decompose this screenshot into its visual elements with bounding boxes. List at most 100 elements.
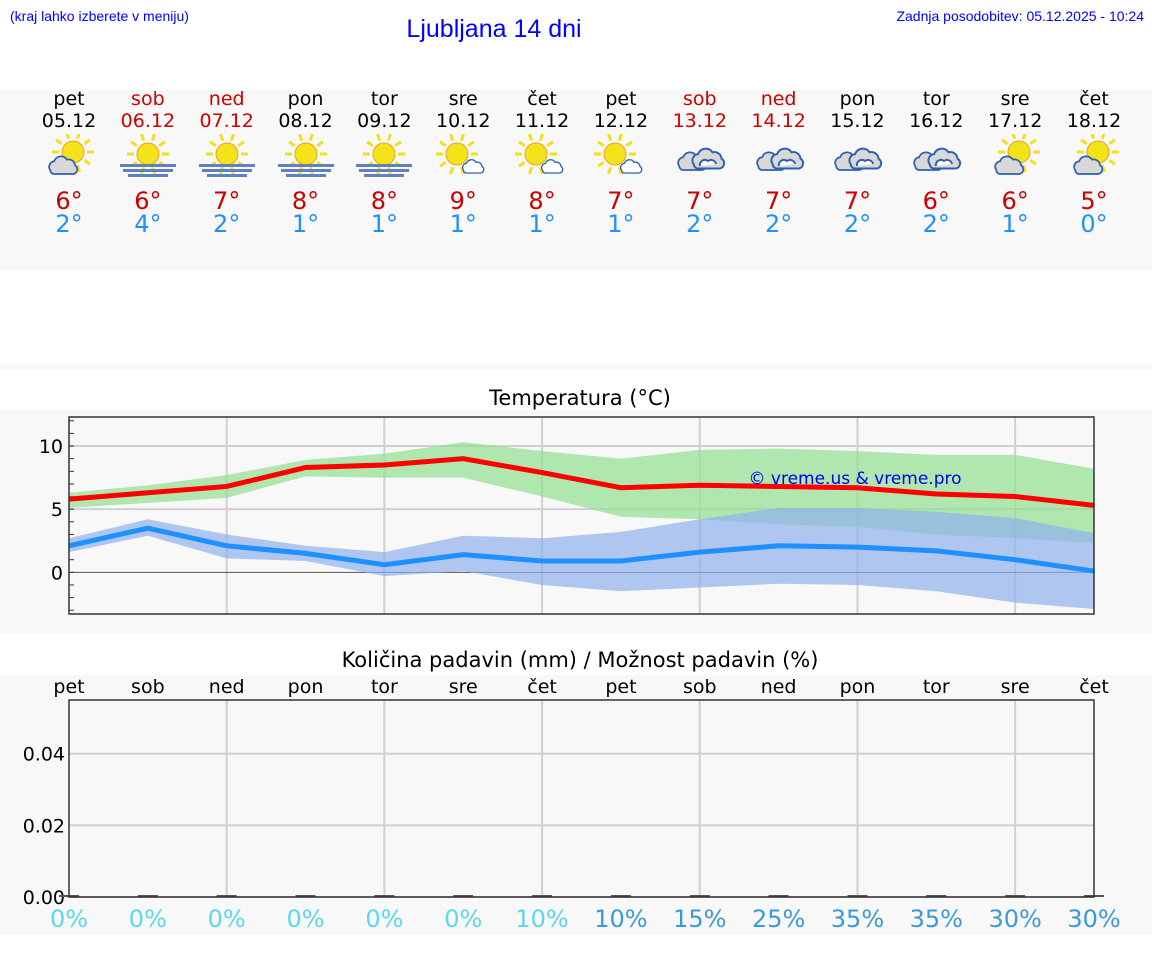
precipitation-bar bbox=[689, 895, 710, 897]
day-name: ned bbox=[760, 88, 797, 110]
sun-fog-icon bbox=[188, 132, 266, 190]
max-temperature: 8° bbox=[370, 187, 399, 215]
day-name: sre bbox=[448, 88, 478, 110]
day-date: 13.12 bbox=[672, 110, 727, 132]
precipitation-probability: 30% bbox=[988, 905, 1041, 933]
daily-forecast-panel bbox=[0, 90, 1152, 270]
precipitation-probability: 0% bbox=[129, 905, 167, 933]
day-name: čet bbox=[527, 88, 557, 110]
precipitation-probability: 0% bbox=[365, 905, 403, 933]
temperature-chart-title: Temperatura (°C) bbox=[489, 386, 671, 410]
day-name: pon bbox=[839, 88, 876, 110]
day-label: pon bbox=[288, 676, 324, 698]
mostly-sunny-icon bbox=[503, 132, 581, 190]
day-label: sre bbox=[449, 676, 478, 698]
precipitation-probability: 0% bbox=[286, 905, 324, 933]
day-date: 14.12 bbox=[751, 110, 806, 132]
day-label: pon bbox=[840, 676, 876, 698]
precipitation-probability: 0% bbox=[444, 905, 482, 933]
precipitation-probability: 35% bbox=[831, 905, 884, 933]
divider bbox=[0, 364, 1152, 370]
day-name: tor bbox=[922, 88, 950, 110]
max-temperature: 6° bbox=[134, 187, 162, 215]
day-name: sob bbox=[131, 88, 165, 110]
partly-cloudy-icon bbox=[30, 131, 108, 190]
day-column: ned 14.12 7° 2° bbox=[740, 88, 818, 238]
day-date: 15.12 bbox=[830, 110, 885, 132]
precipitation-probability: 30% bbox=[1067, 905, 1120, 933]
precipitation-bar bbox=[847, 895, 868, 897]
min-temperature: 1° bbox=[1001, 210, 1029, 238]
day-label: pet bbox=[53, 676, 84, 698]
precipitation-bar bbox=[137, 895, 158, 897]
precipitation-probability: 0% bbox=[50, 905, 88, 933]
y-tick-label: 0.04 bbox=[23, 744, 65, 766]
day-date: 07.12 bbox=[199, 110, 254, 132]
day-column: pon 15.12 7° 2° bbox=[818, 88, 896, 238]
page-title: Ljubljana 14 dni bbox=[406, 15, 582, 43]
day-column: čet 18.12 5° 0° bbox=[1055, 88, 1133, 238]
max-temperature: 7° bbox=[686, 187, 714, 215]
sun-fog-icon bbox=[267, 132, 345, 190]
precipitation-bar bbox=[1005, 895, 1026, 897]
day-column: sob 06.12 6° 4° bbox=[109, 88, 187, 238]
day-date: 08.12 bbox=[278, 110, 333, 132]
day-date: 18.12 bbox=[1066, 110, 1122, 132]
temperature-plot-frame bbox=[68, 416, 1095, 615]
day-label: ned bbox=[761, 676, 797, 698]
day-column: čet 11.12 8° 1° bbox=[503, 88, 581, 238]
cloudy-icon bbox=[818, 132, 896, 190]
precipitation-panel bbox=[0, 675, 1152, 935]
min-temperature-line bbox=[68, 525, 1095, 574]
max-temperature: 6° bbox=[922, 187, 950, 215]
day-date: 12.12 bbox=[593, 110, 649, 132]
day-column: ned 07.12 7° 2° bbox=[188, 88, 266, 238]
day-date: 09.12 bbox=[357, 110, 412, 132]
day-name: pet bbox=[605, 88, 637, 110]
max-temperature-line bbox=[68, 456, 1095, 508]
precipitation-probability: 15% bbox=[673, 905, 726, 933]
precipitation-chart-title: Količina padavin (mm) / Možnost padavin … bbox=[341, 648, 819, 672]
min-temperature: 1° bbox=[449, 210, 477, 238]
max-temperature: 9° bbox=[449, 187, 477, 215]
precipitation-bar bbox=[610, 895, 631, 897]
day-date: 10.12 bbox=[436, 110, 491, 132]
min-temperature: 2° bbox=[922, 210, 950, 238]
day-label: sob bbox=[131, 676, 165, 698]
y-tick-label: 0 bbox=[51, 562, 63, 584]
precipitation-probability: 10% bbox=[515, 905, 568, 933]
y-tick-label: 0.02 bbox=[23, 815, 65, 837]
day-column: sob 13.12 7° 2° bbox=[661, 88, 739, 238]
precipitation-bar bbox=[374, 895, 395, 897]
max-temperature: 6° bbox=[1001, 187, 1029, 215]
precipitation-probability: 35% bbox=[910, 905, 963, 933]
min-temperature: 1° bbox=[370, 210, 399, 238]
min-temperature: 1° bbox=[291, 210, 320, 238]
precipitation-plot-frame bbox=[68, 699, 1095, 898]
day-column: tor 16.12 6° 2° bbox=[897, 88, 975, 238]
last-updated: Zadnja posodobitev: 05.12.2025 - 10:24 bbox=[896, 8, 1144, 24]
min-temperature: 2° bbox=[686, 210, 714, 238]
y-tick-label: 5 bbox=[51, 499, 63, 521]
min-temperature: 2° bbox=[213, 210, 241, 238]
max-temperature: 8° bbox=[528, 187, 556, 215]
precipitation-probability: 25% bbox=[752, 905, 805, 933]
city-menu-hint: (kraj lahko izberete v meniju) bbox=[10, 8, 189, 24]
precipitation-bar bbox=[926, 895, 947, 897]
max-temperature: 7° bbox=[213, 187, 241, 215]
day-label: čet bbox=[1079, 676, 1109, 698]
day-label: čet bbox=[527, 676, 557, 698]
day-label: tor bbox=[371, 676, 398, 698]
day-column: tor 09.12 8° 1° bbox=[345, 88, 423, 238]
day-name: pon bbox=[287, 88, 324, 110]
precipitation-probability: 0% bbox=[208, 905, 246, 933]
partly-cloudy-icon bbox=[976, 131, 1054, 190]
y-tick-label: 0.00 bbox=[23, 887, 65, 909]
day-name: tor bbox=[370, 88, 398, 110]
max-temperature: 6° bbox=[55, 187, 83, 215]
min-temperature: 0° bbox=[1080, 210, 1108, 238]
day-date: 17.12 bbox=[987, 110, 1043, 132]
day-label: sob bbox=[683, 676, 717, 698]
y-tick-label: 10 bbox=[39, 436, 63, 458]
mostly-sunny-icon bbox=[424, 132, 502, 190]
